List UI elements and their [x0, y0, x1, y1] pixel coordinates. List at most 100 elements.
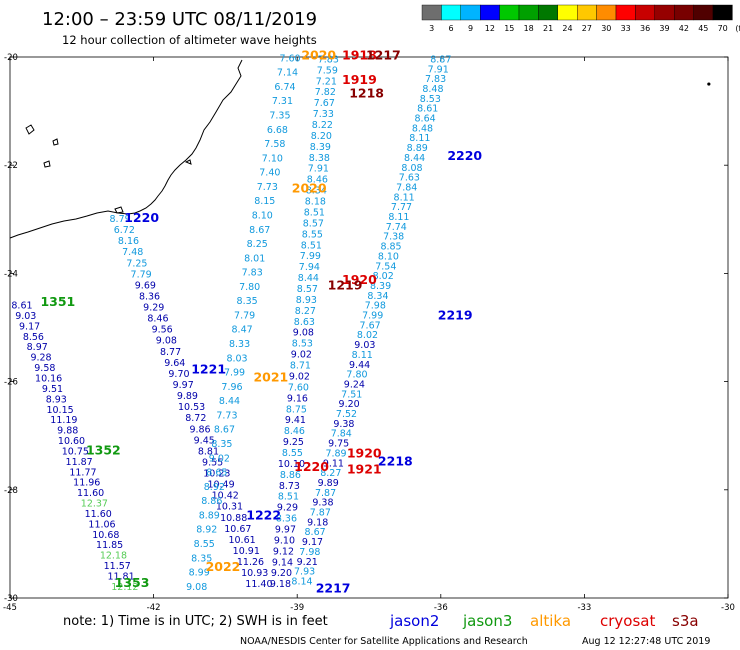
wave-height-value: 8.57	[303, 218, 324, 229]
scale-label: 12	[485, 24, 495, 33]
wave-height-value: 8.67	[305, 527, 326, 538]
wave-height-value: 8.86	[201, 496, 222, 507]
wave-height-value: 9.29	[143, 303, 164, 314]
wave-height-value: 7.38	[383, 232, 404, 243]
wave-height-value: 11.06	[88, 519, 115, 530]
wave-height-value: 8.57	[297, 284, 318, 295]
footnote: note: 1) Time is in UTC; 2) SWH is in fe…	[63, 614, 328, 629]
wave-height-value: 8.02	[373, 271, 394, 282]
jason3-track: 8.619.039.178.568.979.289.5810.169.518.9…	[11, 301, 138, 593]
jason2-track-d: 7.837.597.217.827.677.338.228.208.398.38…	[270, 54, 339, 590]
wave-height-value: 8.47	[232, 325, 253, 336]
wave-height-value: 8.46	[284, 426, 305, 437]
island-4	[184, 159, 192, 165]
wave-height-value: 9.38	[312, 498, 333, 509]
jason2-track-c: 7.60 7.14 6.74 7.31 7.35 6.68 7.58 7.10 7.40 7.73…	[186, 53, 300, 593]
wave-height-value: 7.35	[269, 110, 290, 121]
wave-height-value: 7.98	[365, 301, 386, 312]
scale-label: 9	[468, 24, 473, 33]
altimeter-tracks: 8.796.728.167.487.257.799.698.369.298.46…	[11, 53, 451, 593]
wave-height-value: 10.23	[203, 469, 230, 480]
jason2-track-b: 8.877.917.838.488.538.618.648.488.118.89…	[291, 54, 451, 587]
wave-height-value: 7.84	[396, 182, 417, 193]
wave-height-value: 12.18	[100, 551, 127, 562]
scale-swatch	[654, 4, 675, 21]
wave-height-value: 11.87	[66, 457, 93, 468]
wave-height-value: 8.44	[298, 273, 319, 284]
pass-time-tag: 1221	[191, 361, 226, 376]
wave-height-value: 9.70	[168, 369, 189, 380]
axis-ticks: -45 -42 -39 -36 -33 -30 -20 -22 -24 -26 -28 -30	[3, 53, 735, 613]
wave-height-value: 9.41	[285, 415, 306, 426]
wave-height-value: 7.58	[264, 139, 285, 150]
legend-s3a: s3a	[672, 612, 699, 630]
wave-height-value: 7.59	[317, 65, 338, 76]
wave-height-value: 8.20	[311, 131, 332, 142]
pass-time-tag: 1353	[115, 575, 150, 590]
wave-height-value: 8.65	[206, 468, 227, 479]
scale-swatch	[421, 4, 442, 21]
pass-time-tag: 1220	[124, 210, 159, 225]
wave-height-value: 9.89	[177, 391, 198, 402]
wave-height-value: 10.15	[46, 405, 73, 416]
wave-height-value: 9.69	[135, 280, 156, 291]
wave-height-value: 8.86	[280, 470, 301, 481]
wave-height-value: 9.56	[152, 325, 173, 336]
wave-height-value: 8.11	[352, 350, 373, 361]
wave-height-value: 8.02	[357, 330, 378, 341]
pass-time-tag: 1217	[366, 48, 401, 63]
wave-height-value: 7.87	[310, 508, 331, 519]
wave-height-value: 7.77	[391, 202, 412, 213]
wave-height-value: 8.89	[407, 143, 428, 154]
wave-height-value: 8.67	[214, 425, 235, 436]
wave-height-value: 8.85	[380, 242, 401, 253]
wave-height-value: 7.67	[314, 98, 335, 109]
wave-height-value: 10.10	[278, 459, 305, 470]
wave-height-value: 8.79	[110, 214, 131, 225]
wave-height-value: 9.97	[275, 525, 296, 536]
wave-height-value: 7.99	[362, 311, 383, 322]
wave-height-value: 9.29	[277, 503, 298, 514]
wave-height-value: 9.25	[283, 437, 304, 448]
wave-height-value: 8.67	[249, 225, 270, 236]
wave-height-value: 8.27	[295, 306, 316, 317]
scale-swatch	[538, 4, 559, 21]
wave-height-value: 7.67	[360, 320, 381, 331]
wave-height-value: 8.25	[247, 239, 268, 250]
scale-swatch	[518, 4, 539, 21]
scale-label: 70	[718, 24, 728, 33]
wave-height-value: 11.19	[50, 415, 77, 426]
pass-time-tag: 2219	[438, 307, 473, 322]
wave-height-value: 8.53	[420, 94, 441, 105]
wave-height-value: 8.34	[306, 186, 327, 197]
wave-height-value: 8.56	[23, 332, 44, 343]
wave-height-value: 8.99	[189, 568, 210, 579]
wave-height-value: 8.72	[185, 413, 206, 424]
pass-time-tag: 2218	[378, 453, 413, 468]
marker-dots	[707, 82, 711, 86]
wave-height-value: 11.77	[69, 467, 96, 478]
wave-height-value: 10.61	[228, 535, 255, 546]
wave-height-value: 7.91	[428, 64, 449, 75]
wave-height-value: 11.40	[245, 579, 272, 590]
wave-height-value: 8.10	[252, 210, 273, 221]
wave-height-value: 9.20	[271, 568, 292, 579]
pass-time-tag: 2020	[301, 48, 336, 63]
wave-height-value: 8.64	[415, 114, 436, 125]
wave-height-value: 8.81	[198, 446, 219, 457]
scale-swatch	[441, 4, 461, 21]
wave-height-value: 9.88	[57, 426, 78, 437]
wave-height-value: 8.22	[312, 120, 333, 131]
wave-height-value: 7.54	[375, 261, 396, 272]
wave-height-value: 7.83	[425, 74, 446, 85]
wave-height-value: 8.39	[370, 281, 391, 292]
wave-height-value: 7.84	[331, 429, 352, 440]
wave-height-value: 8.01	[244, 253, 265, 264]
map-border	[9, 56, 729, 599]
wave-height-value: 9.75	[328, 439, 349, 450]
wave-height-value: 9.03	[15, 311, 36, 322]
wave-height-value: 10.42	[212, 491, 239, 502]
wave-height-value: 9.17	[19, 321, 40, 332]
lon-tick-label: -39	[290, 603, 304, 613]
